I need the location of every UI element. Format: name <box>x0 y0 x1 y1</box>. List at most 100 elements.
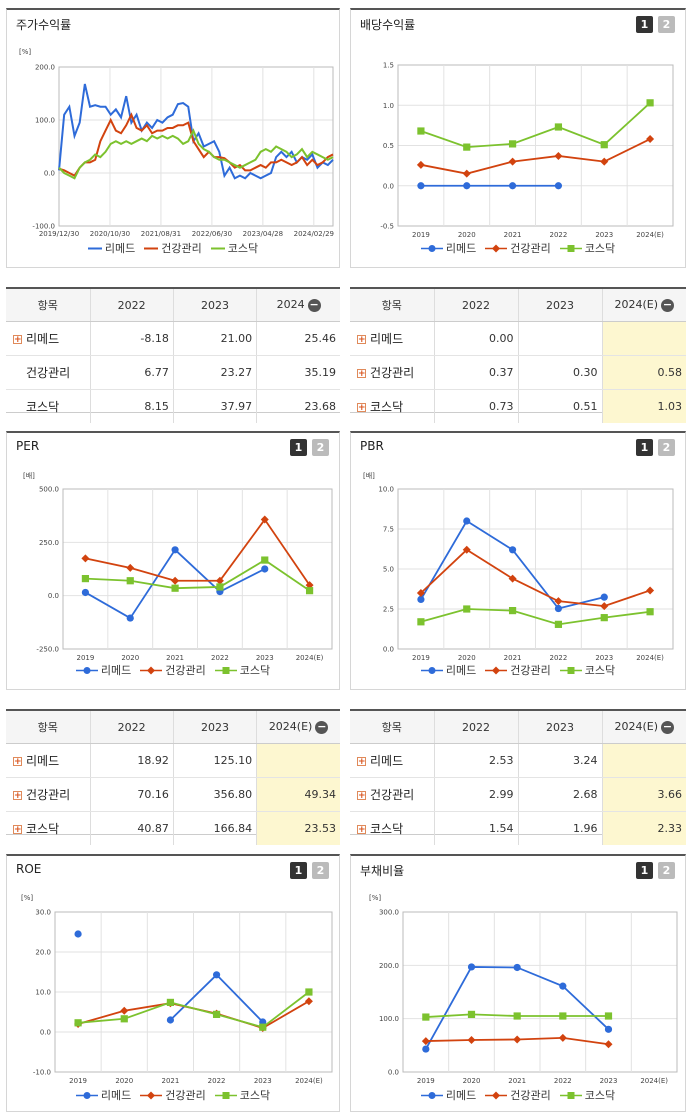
expand-icon[interactable]: + <box>13 791 22 801</box>
x-tick-label: 2020 <box>463 1077 481 1085</box>
data-point <box>416 160 425 169</box>
panel-title: PER <box>16 439 40 453</box>
legend-item-health[interactable]: 건강관리 <box>140 662 206 678</box>
legend-item-kosdaq[interactable]: 코스닥 <box>559 1087 616 1103</box>
cell: 1.96 <box>517 811 602 845</box>
legend-item-kosdaq[interactable]: 코스닥 <box>210 240 258 256</box>
collapse-icon[interactable]: − <box>307 297 321 312</box>
expand-icon[interactable]: + <box>357 757 366 767</box>
legend-item-health[interactable]: 건강관리 <box>485 1087 551 1103</box>
legend-label: 건강관리 <box>165 664 206 677</box>
y-tick-label: -10.0 <box>33 1069 51 1077</box>
legend-item-kosdaq[interactable]: 코스닥 <box>559 662 615 678</box>
y-tick-label: 300.0 <box>379 909 399 917</box>
row-name: 건강관리 <box>370 788 415 802</box>
legend-item-remed[interactable]: 리메드 <box>87 240 136 256</box>
data-point <box>462 545 471 554</box>
panel-title: 부채비율 <box>360 864 405 878</box>
expand-icon[interactable]: + <box>357 369 366 379</box>
cell: 23.27 <box>172 355 257 390</box>
pbr-panel: PBR 1 2 [배] 10.0 7.5 5.0 2.5 0.0 2019 2020 2021… <box>350 431 686 690</box>
col-header: 2022 <box>89 289 174 322</box>
y-tick-label: 100.0 <box>35 117 55 125</box>
cell: 0.73 <box>433 389 518 423</box>
legend-swatch <box>210 247 225 249</box>
legend-item-kosdaq[interactable]: 코스닥 <box>214 662 270 678</box>
x-tick-label: 2023 <box>256 654 274 662</box>
legend-item-remed[interactable]: 리메드 <box>75 662 131 678</box>
legend: 리메드 건강관리 코스닥 <box>7 1087 339 1103</box>
expand-icon[interactable]: + <box>13 825 22 835</box>
x-tick-label: 2024/02/29 <box>294 230 334 238</box>
data-point <box>554 620 563 628</box>
data-point <box>81 554 90 563</box>
cell: 35.19 <box>256 355 340 390</box>
cell-estimate: 2.33 <box>601 811 686 845</box>
legend-item-health[interactable]: 건강관리 <box>144 240 202 256</box>
data-point <box>508 607 517 615</box>
row-name: 코스닥 <box>370 822 404 836</box>
data-point <box>305 988 313 996</box>
cell: 8.15 <box>89 389 174 423</box>
toggle-button-1[interactable]: 1 <box>290 439 307 456</box>
legend-label: 건강관리 <box>510 242 551 255</box>
y-tick-label: 5.0 <box>383 566 394 574</box>
toggle-button-2[interactable]: 2 <box>658 862 675 879</box>
toggle-button-2[interactable]: 2 <box>658 439 675 456</box>
legend-item-remed[interactable]: 리메드 <box>420 240 476 256</box>
legend-label: 리메드 <box>445 664 477 677</box>
legend-item-health[interactable]: 건강관리 <box>485 662 551 678</box>
expand-icon[interactable]: + <box>13 757 22 767</box>
legend-label: 리메드 <box>104 242 136 255</box>
data-point <box>554 182 563 190</box>
data-point <box>646 608 654 616</box>
data-point <box>166 1016 175 1024</box>
legend-swatch <box>485 1091 508 1099</box>
plot-frame <box>58 66 334 227</box>
data-point <box>559 1012 567 1020</box>
legend-item-health[interactable]: 건강관리 <box>485 240 551 256</box>
legend-item-kosdaq[interactable]: 코스닥 <box>214 1087 270 1103</box>
collapse-icon[interactable]: − <box>315 719 329 734</box>
period-toggle: 1 2 <box>636 862 675 879</box>
expand-icon[interactable]: + <box>357 335 366 345</box>
collapse-icon[interactable]: − <box>661 719 675 734</box>
legend-item-remed[interactable]: 리메드 <box>75 1087 131 1103</box>
data-point <box>171 576 180 585</box>
roe-panel: ROE 1 2 [%] 30.0 20.0 10.0 0.0 -10.0 2019 2020… <box>6 854 340 1112</box>
expand-icon[interactable]: + <box>13 335 22 345</box>
data-point <box>417 182 425 190</box>
toggle-button-2[interactable]: 2 <box>312 862 329 879</box>
x-tick-label: 2019 <box>69 1077 87 1085</box>
legend-item-remed[interactable]: 리메드 <box>420 1087 476 1103</box>
cell: 37.97 <box>172 389 257 423</box>
legend-item-health[interactable]: 건강관리 <box>140 1087 206 1103</box>
row-label: + 코스닥 <box>350 390 434 424</box>
x-tick-label: 2020 <box>458 231 476 239</box>
cell-estimate: 3.66 <box>601 777 686 812</box>
collapse-icon[interactable]: − <box>661 297 675 312</box>
x-tick-label: 2021 <box>166 654 184 662</box>
legend-item-kosdaq[interactable]: 코스닥 <box>559 240 615 256</box>
x-tick-label: 2023/04/28 <box>243 230 283 238</box>
cell <box>517 321 602 356</box>
legend-item-remed[interactable]: 리메드 <box>420 662 477 678</box>
expand-icon[interactable]: + <box>357 825 366 835</box>
col-header: 2023 <box>172 711 257 744</box>
data-point <box>417 618 425 626</box>
toggle-button-1[interactable]: 1 <box>636 16 653 33</box>
y-tick-label: 7.5 <box>383 526 394 534</box>
expand-icon[interactable]: + <box>357 791 366 801</box>
toggle-button-2[interactable]: 2 <box>312 439 329 456</box>
data-point <box>215 576 224 585</box>
toggle-button-1[interactable]: 1 <box>290 862 307 879</box>
dividend-yield-table: 항목 2022 2023 2024(E) − + 리메드 0.00 + 건강관리 0.… <box>350 287 686 423</box>
toggle-button-1[interactable]: 1 <box>636 862 653 879</box>
expand-icon[interactable]: + <box>357 403 366 413</box>
toggle-button-2[interactable]: 2 <box>658 16 675 33</box>
toggle-button-1[interactable]: 1 <box>636 439 653 456</box>
row-label: + 코스닥 <box>6 812 90 846</box>
legend-label: 코스닥 <box>584 1089 616 1102</box>
series-line <box>420 102 651 149</box>
col-header: 2023 <box>517 289 602 322</box>
